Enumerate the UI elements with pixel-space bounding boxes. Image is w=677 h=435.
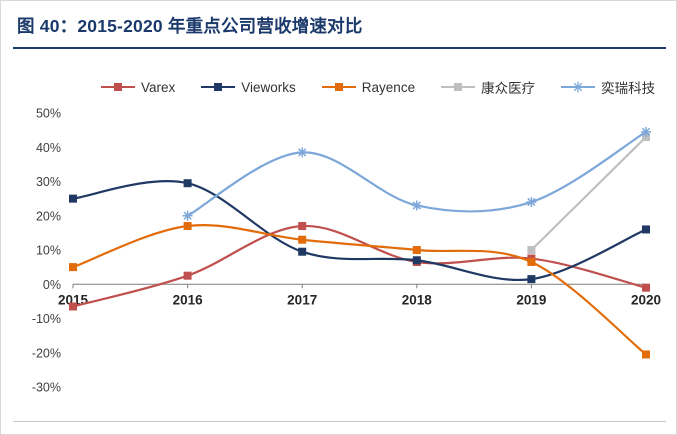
y-axis-tick-label: -30% [32,381,61,395]
series-marker-square [183,271,192,280]
legend-swatch-vieworks [201,80,236,94]
chart-plot-area: 50% 40% 30% 20% 10% 0% -10% -20% -30% 2015 2016 201… [1,97,677,417]
x-axis-tick-label: 2017 [287,292,317,307]
legend-swatch-kangzhong [441,80,476,94]
series-marker-asterisk [526,197,537,208]
series-marker-square [527,275,536,284]
series-marker-square [298,222,307,231]
legend-item-vieworks: Vieworks [201,80,296,95]
x-axis-tick-label: 2018 [402,292,433,307]
y-axis-tick-label: 30% [36,175,61,189]
legend-label-yirui: 奕瑞科技 [601,81,656,96]
series-marker-square [69,302,77,311]
series-marker-square [298,235,307,244]
legend-label-vieworks: Vieworks [241,79,296,95]
series-marker-square [527,246,536,254]
series-marker-square [412,256,421,265]
series-marker-square [183,222,192,231]
series-marker-square [642,225,650,234]
legend-item-rayence: Rayence [321,79,416,95]
series-line-3 [71,224,648,356]
y-axis-tick-label: 0% [43,278,61,292]
line-chart: 50%40%30%20%10%0%-10%-20%-30%2015 2016 201… [32,107,661,395]
series-line-2 [71,180,648,282]
series-marker-square [183,179,192,188]
asterisk-icon [572,81,584,93]
series-marker-square [642,132,650,141]
series-marker-asterisk [641,126,651,137]
series-marker-square [527,257,536,266]
y-axis-tick-label: 10% [36,244,61,258]
figure-title-bar: 图 40：2015-2020 年重点公司营收增速对比 [1,1,677,49]
legend-swatch-rayence [321,80,356,94]
series-marker-asterisk [297,147,308,158]
legend-label-rayence: Rayence [361,79,416,95]
legend-item-varex: Varex [101,80,175,95]
series-marker-square [298,247,307,256]
y-axis-tick-label: -10% [32,312,61,326]
series-marker-asterisk [411,200,422,211]
legend-swatch-yirui [561,80,596,94]
series-marker-square [642,350,650,359]
legend-item-yirui: 奕瑞科技 [561,77,655,97]
series-marker-square [412,246,421,254]
footer-divider [13,421,666,422]
series-marker-square [642,283,650,292]
page-title: 图 40：2015-2020 年重点公司营收增速对比 [17,15,363,36]
x-axis-tick-label: 2016 [173,292,204,307]
x-axis-tick-label: 2019 [516,292,546,307]
series-line-1 [71,224,648,308]
y-axis-tick-label: 50% [36,107,61,121]
chart-legend: Varex Vieworks Rayence 康众医疗 [101,73,655,101]
series-line-4 [530,135,648,252]
y-axis-tick-label: 20% [36,209,61,223]
title-divider [13,47,666,49]
legend-item-kangzhong: 康众医疗 [441,77,535,97]
y-axis-tick-label: -20% [32,346,61,360]
legend-label-kangzhong: 康众医疗 [481,81,536,96]
series-marker-square [69,194,77,203]
y-axis-tick-label: 40% [36,141,61,155]
series-marker-square [69,263,77,272]
legend-label-varex: Varex [141,79,176,95]
series-marker-asterisk [182,210,193,221]
legend-swatch-varex [101,80,135,94]
x-axis-tick-label: 2020 [631,292,661,307]
